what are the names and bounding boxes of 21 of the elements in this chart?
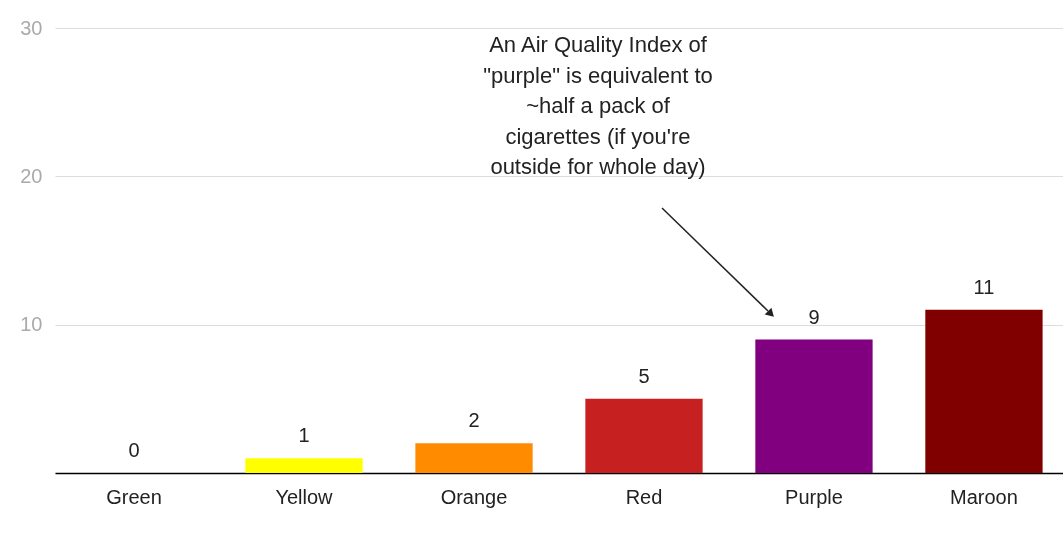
- bar: [925, 309, 1043, 473]
- bar: [585, 398, 703, 473]
- x-tick-label: Red: [625, 485, 663, 508]
- bar: [755, 339, 873, 473]
- x-tick-label: Orange: [440, 485, 508, 508]
- bar: [415, 443, 533, 473]
- x-tick-label: Green: [106, 485, 162, 508]
- x-tick-label: Purple: [785, 485, 843, 508]
- y-tick-label: 30: [20, 16, 43, 39]
- y-tick-label: 10: [20, 313, 43, 336]
- bar: [245, 458, 363, 473]
- x-tick-label: Maroon: [950, 485, 1018, 508]
- data-label: 2: [468, 409, 480, 432]
- data-label: 5: [638, 364, 650, 387]
- x-tick-label: Yellow: [275, 485, 334, 508]
- annotation: An Air Quality Index of "purple" is equivalent to ~half a pack of cigarettes (if you're outside for whole day): [483, 32, 713, 179]
- data-label: 11: [973, 275, 995, 298]
- y-tick-label: 20: [20, 164, 43, 187]
- data-label: 0: [128, 439, 140, 461]
- data-label: 9: [808, 305, 820, 328]
- data-label: 1: [298, 424, 310, 447]
